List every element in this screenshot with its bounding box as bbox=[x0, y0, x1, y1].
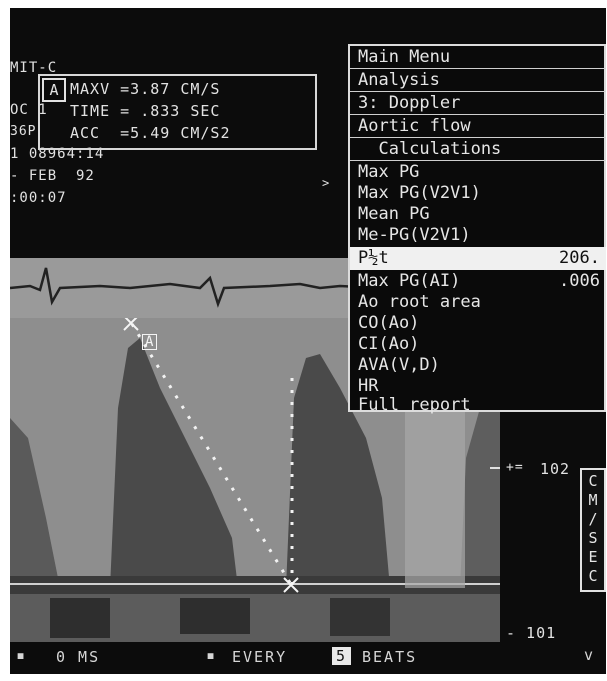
max-pg-ai-value: .006 bbox=[559, 271, 600, 291]
menu-item-calculations[interactable]: Calculations bbox=[350, 138, 606, 161]
sweep-delay-label: 0 MS bbox=[56, 648, 101, 666]
menu-item-max-pg-ai[interactable]: Max PG(AI) .006 bbox=[358, 271, 600, 291]
bottom-status-bar: ▪ 0 MS ▪ EVERY 5 BEATS v bbox=[10, 642, 606, 674]
beats-count[interactable]: 5 bbox=[332, 647, 352, 665]
header-label-probe: 36P bbox=[10, 124, 37, 139]
menu-item-mean-pg[interactable]: Mean PG bbox=[358, 204, 430, 224]
doppler-marker-label: A bbox=[142, 334, 158, 350]
scale-unit-char: M bbox=[588, 491, 598, 509]
scale-unit-char: / bbox=[588, 510, 598, 528]
menu-item-co-ao[interactable]: CO(Ao) bbox=[358, 313, 420, 333]
menu-item-main-menu[interactable]: Main Menu bbox=[350, 46, 606, 69]
doppler-spectrum bbox=[10, 258, 500, 648]
menu-item-pressure-half-time[interactable]: P½t 206. bbox=[350, 247, 606, 270]
scale-units-box: C M / S E C bbox=[580, 468, 606, 592]
tick-mark-icon: ▪ bbox=[16, 646, 28, 664]
menu-item-ava-v-d[interactable]: AVA(V,D) bbox=[358, 355, 440, 375]
menu-item-ci-ao[interactable]: CI(Ao) bbox=[358, 334, 420, 354]
beats-label: BEATS bbox=[362, 648, 418, 666]
scale-unit-char: E bbox=[588, 548, 598, 566]
menu-item-analysis[interactable]: Analysis bbox=[350, 69, 606, 92]
menu-item-max-pg-v2v1[interactable]: Max PG(V2V1) bbox=[358, 183, 481, 203]
pressure-half-time-value: 206. bbox=[559, 248, 600, 268]
menu-item-aortic-flow[interactable]: Aortic flow bbox=[350, 115, 606, 138]
header-label-system: MIT-C bbox=[10, 60, 58, 76]
header-label-id: 1 08964:14 bbox=[10, 146, 105, 162]
header-label-oc: OC 1 bbox=[10, 102, 48, 118]
scale-unit-char: C bbox=[588, 567, 598, 585]
main-menu-panel: Main Menu Analysis 3: Doppler Aortic flo… bbox=[348, 44, 606, 415]
scale-unit-char: S bbox=[588, 529, 598, 547]
menu-item-max-pg[interactable]: Max PG bbox=[358, 162, 420, 182]
menu-item-hr[interactable]: HR bbox=[358, 376, 379, 396]
measurement-acc: ACC =5.49 CM/S2 bbox=[70, 124, 231, 142]
tick-mark-icon: ▪ bbox=[206, 646, 218, 664]
scale-unit-char: C bbox=[588, 472, 598, 490]
chevron-down-icon[interactable]: v bbox=[584, 646, 596, 664]
arrow-right-icon: > bbox=[322, 176, 331, 190]
measurement-box bbox=[38, 74, 317, 150]
scale-marker-icon: += bbox=[506, 460, 524, 475]
measurement-tag: A bbox=[42, 78, 66, 102]
menu-item-ao-root-area[interactable]: Ao root area bbox=[358, 292, 481, 312]
measurement-time: TIME = .833 SEC bbox=[70, 102, 221, 120]
every-label: EVERY bbox=[232, 648, 288, 666]
scale-top-value: 102 bbox=[540, 460, 571, 478]
scale-bottom-value: - 101 bbox=[506, 624, 557, 642]
header-label-date: - FEB 92 bbox=[10, 168, 95, 184]
header-label-time: :00:07 bbox=[10, 190, 67, 206]
measurement-maxv: MAXV =3.87 CM/S bbox=[70, 80, 221, 98]
menu-item-full-report[interactable]: Full report bbox=[358, 395, 471, 415]
menu-item-doppler[interactable]: 3: Doppler bbox=[350, 92, 606, 115]
ultrasound-screen: MIT-C OC 1 36P 1 08964:14 - FEB 92 :00:0… bbox=[10, 8, 606, 674]
menu-item-me-pg-v2v1[interactable]: Me-PG(V2V1) bbox=[358, 225, 471, 245]
